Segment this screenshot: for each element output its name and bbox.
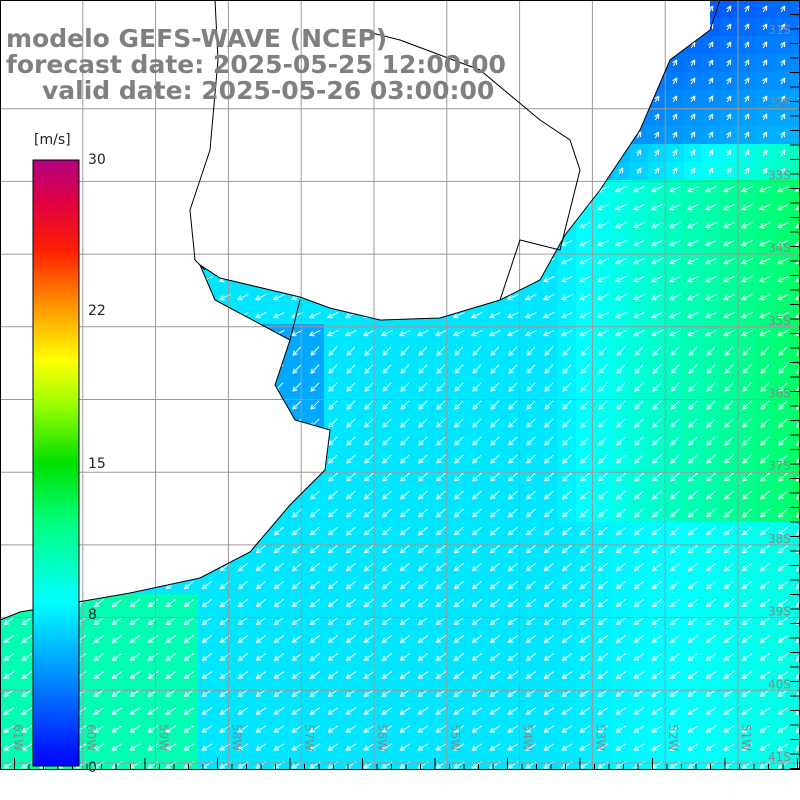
lon-label: 51W bbox=[739, 724, 753, 751]
title-valid-date: valid date: 2025-05-26 03:00:00 bbox=[42, 76, 495, 105]
lon-label: 54W bbox=[521, 724, 535, 751]
lat-label: 33S bbox=[768, 168, 791, 182]
colorbar-tick: 0 bbox=[88, 760, 97, 776]
lat-label: 31S bbox=[768, 23, 791, 37]
lon-label: 53W bbox=[593, 724, 607, 751]
coastline bbox=[0, 0, 721, 621]
wind-speed-field bbox=[0, 0, 800, 770]
lon-label: 61W bbox=[11, 724, 25, 751]
lat-label: 38S bbox=[768, 532, 791, 546]
colorbar bbox=[32, 159, 80, 767]
title-forecast-date: forecast date: 2025-05-25 12:00:00 bbox=[6, 50, 506, 79]
lon-label: 58W bbox=[229, 724, 243, 751]
colorbar-tick: 8 bbox=[88, 607, 97, 623]
title-model: modelo GEFS-WAVE (NCEP) bbox=[6, 24, 388, 53]
colorbar-tick: 15 bbox=[88, 456, 106, 472]
lat-label: 32S bbox=[768, 96, 791, 110]
colorbar-unit: [m/s] bbox=[34, 132, 71, 148]
colorbar-tick: 30 bbox=[88, 152, 106, 168]
lat-label: 39S bbox=[768, 605, 791, 619]
lat-label: 36S bbox=[768, 387, 791, 401]
lon-label: 55W bbox=[448, 724, 462, 751]
lon-label: 52W bbox=[666, 724, 680, 751]
lat-lon-grid bbox=[0, 0, 800, 770]
lon-label: 60W bbox=[84, 724, 98, 751]
border-lines bbox=[189, 0, 581, 341]
axis-labels: 61W 60W 59W 58W 57W 56W 55W 54W 53W 52W 51W 31S 32S 3… bbox=[11, 23, 791, 764]
lat-label: 35S bbox=[768, 314, 791, 328]
colorbar-tick: 22 bbox=[88, 303, 106, 319]
lat-label: 41S bbox=[768, 750, 791, 764]
lat-label: 40S bbox=[768, 677, 791, 691]
lat-label: 37S bbox=[768, 459, 791, 473]
lon-label: 56W bbox=[375, 724, 389, 751]
lon-label: 59W bbox=[157, 724, 171, 751]
lon-label: 57W bbox=[302, 724, 316, 751]
lat-label: 34S bbox=[768, 241, 791, 255]
